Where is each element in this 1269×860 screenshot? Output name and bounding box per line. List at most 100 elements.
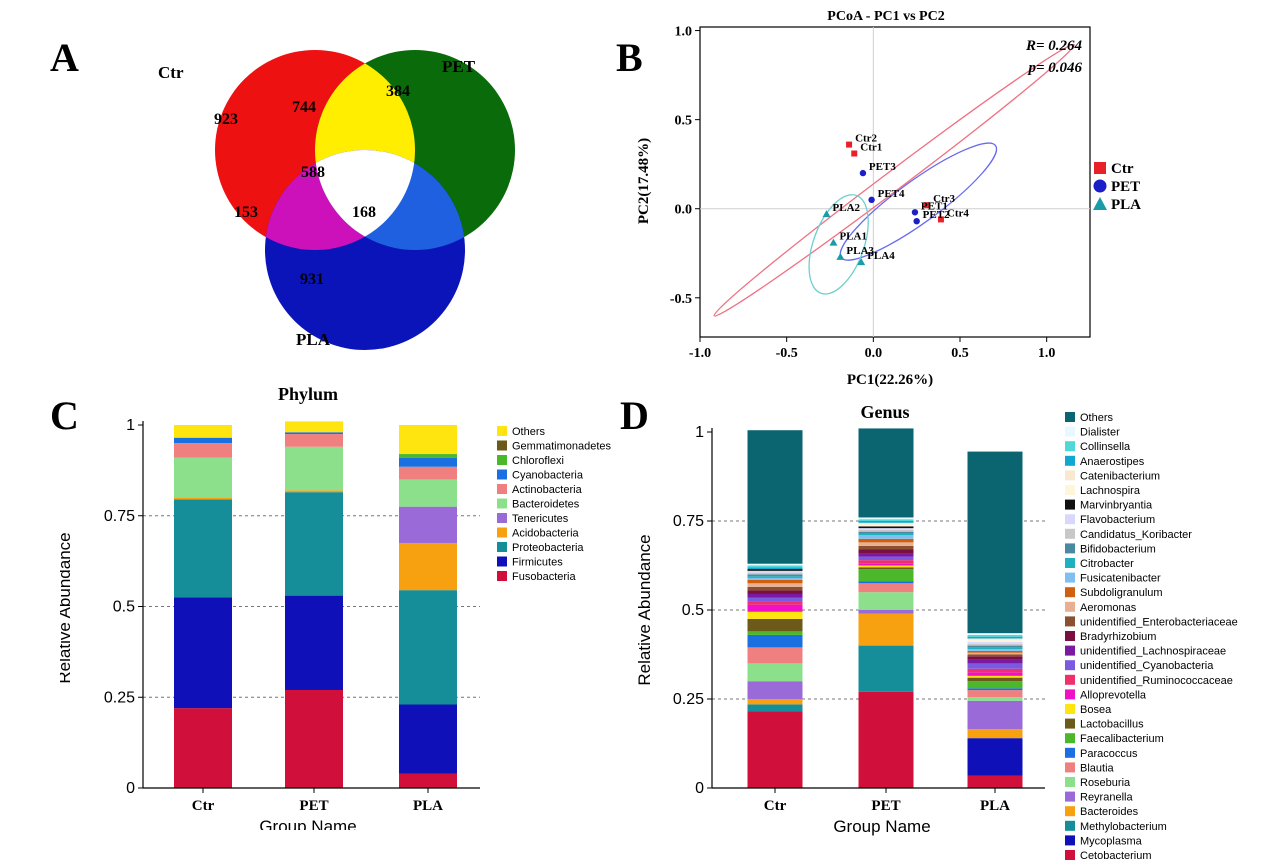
- genus-bar-ctr-marvinbryantia: [747, 569, 803, 571]
- pcoa-x-tick-label: 1.0: [1038, 346, 1056, 361]
- genus-bar-pla-flavobacterium: [967, 642, 1023, 644]
- genus-bar-pet-faecalibacterium: [858, 569, 914, 582]
- genus-bar-pla-candidatus-koribacter: [967, 643, 1023, 646]
- genus-bar-pet-collinsella: [858, 519, 914, 521]
- phylum-bar-pla-actinobacteria: [399, 466, 457, 480]
- venn-value-ctr-pla: 153: [234, 204, 258, 221]
- genus-bar-ctr-methylobacterium: [747, 704, 803, 712]
- phylum-bar-pet-proteobacteria: [285, 492, 343, 596]
- genus-legend-label-aeromonas: Aeromonas: [1080, 602, 1137, 614]
- genus-bar-ctr-bosea: [747, 611, 803, 619]
- genus-bar-pla-catenibacterium: [967, 638, 1023, 641]
- genus-bar-pla-anaerostipes: [967, 636, 1023, 639]
- phylum-bar-pet-actinobacteria: [285, 434, 343, 447]
- genus-bar-ctr-aeromonas: [747, 583, 803, 587]
- genus-bar-pla-subdoligranulum: [967, 650, 1023, 653]
- pcoa-y-tick-label: -0.5: [670, 292, 692, 307]
- venn-label-ctr: Ctr: [158, 63, 184, 82]
- phylum-legend-swatch-acidobacteria: [497, 527, 507, 538]
- genus-legend-swatch-bosea: [1065, 704, 1075, 714]
- genus-bar-pet-unidentified-lachnospiraceae: [858, 553, 914, 557]
- phylum-legend-swatch-tenericutes: [497, 513, 507, 523]
- phylum-bar-pet-firmicutes: [285, 595, 343, 690]
- genus-bar-pet-bradyrhizobium: [858, 549, 914, 554]
- genus-legend-label-anaerostipes: Anaerostipes: [1080, 456, 1145, 468]
- phylum-legend-swatch-bacteroidetes: [497, 498, 507, 509]
- pcoa-x-axis-label: PC1(22.26%): [847, 372, 933, 388]
- genus-y-axis-label: Relative Abundance: [635, 534, 654, 685]
- genus-legend-swatch-candidatus-koribacter: [1065, 528, 1075, 539]
- genus-legend-label-unidentified-enterobacteriaceae: unidentified_Enterobacteriaceae: [1080, 616, 1238, 628]
- phylum-legend-label-fusobacteria: Fusobacteria: [512, 571, 576, 583]
- genus-bar-ctr-faecalibacterium: [747, 631, 803, 635]
- genus-bar-ctr-flavobacterium: [747, 570, 803, 573]
- pcoa-point-pla3-label: PLA3: [846, 245, 874, 257]
- pcoa-legend-pla-label: PLA: [1111, 197, 1141, 213]
- venn-value-pet-only: 384: [386, 83, 410, 100]
- pcoa-y-tick-label: 0.0: [675, 203, 693, 218]
- genus-bar-pet-subdoligranulum: [858, 538, 914, 543]
- phylum-legend-swatch-chloroflexi: [497, 455, 507, 465]
- genus-legend-label-roseburia: Roseburia: [1080, 777, 1131, 789]
- genus-bar-pet-catenibacterium: [858, 522, 914, 525]
- genus-legend-swatch-anaerostipes: [1065, 455, 1075, 466]
- genus-legend-label-citrobacter: Citrobacter: [1080, 558, 1134, 570]
- genus-bar-pet-blautia: [858, 583, 914, 593]
- genus-bar-pla-blautia: [967, 690, 1023, 698]
- pcoa-point-ctr2-label: Ctr2: [855, 133, 877, 145]
- phylum-x-tick-label: PET: [299, 798, 328, 814]
- genus-legend-swatch-faecalibacterium: [1065, 733, 1075, 744]
- panel-label-c: C: [50, 393, 79, 438]
- venn-value-ctr-pet: 744: [292, 99, 316, 116]
- genus-legend-swatch-marvinbryantia: [1065, 499, 1075, 510]
- genus-title: Genus: [860, 402, 909, 422]
- genus-legend-label-bacteroides: Bacteroides: [1080, 806, 1139, 818]
- pcoa-legend-ctr-label: Ctr: [1111, 161, 1134, 177]
- panel-label-a: A: [50, 35, 79, 80]
- genus-bar-pla-reyranella: [967, 700, 1023, 730]
- phylum-bar-pla-others: [399, 425, 457, 455]
- phylum-y-tick-label: 1: [126, 417, 135, 434]
- pcoa-point-pet2-label: PET2: [923, 209, 950, 221]
- pcoa-point-ctr4-label: Ctr4: [947, 207, 969, 219]
- pcoa-ellipse-pla: [808, 194, 869, 295]
- genus-legend-swatch-reyranella: [1065, 791, 1075, 802]
- genus-bar-pla-bosea: [967, 675, 1023, 678]
- pcoa-point-pla4: [857, 258, 866, 266]
- genus-legend-label-mycoplasma: Mycoplasma: [1080, 835, 1143, 847]
- phylum-y-tick-label: 0.25: [104, 689, 135, 706]
- pcoa-point-pla1-label: PLA1: [839, 231, 867, 243]
- phylum-legend-label-proteobacteria: Proteobacteria: [512, 542, 584, 554]
- genus-bar-pet-dialister: [858, 517, 914, 520]
- venn-label-pla: PLA: [296, 330, 331, 349]
- genus-bar-pla-roseburia: [967, 697, 1023, 701]
- genus-legend-swatch-unidentified-lachnospiraceae: [1065, 645, 1075, 656]
- phylum-bar-ctr-proteobacteria: [174, 499, 232, 598]
- genus-legend-label-candidatus-koribacter: Candidatus_Koribacter: [1080, 529, 1192, 541]
- genus-bar-pet-candidatus-koribacter: [858, 529, 914, 532]
- phylum-bar-pet-others: [285, 421, 343, 433]
- pcoa-point-pla2: [822, 210, 831, 218]
- phylum-legend-label-bacteroidetes: Bacteroidetes: [512, 499, 580, 511]
- pcoa-point-ctr2: [846, 141, 853, 148]
- pcoa-point-pla1: [829, 238, 838, 246]
- genus-bar-pet-methylobacterium: [858, 645, 914, 692]
- pcoa-p-stat: p= 0.046: [1026, 60, 1082, 76]
- genus-legend-label-collinsella: Collinsella: [1080, 441, 1131, 453]
- phylum-x-tick-label: PLA: [413, 798, 443, 814]
- venn-diagram: Ctr PET PLA 923 384 931 744 153 168 588: [158, 50, 515, 350]
- venn-ctr-pla-region: [265, 150, 415, 250]
- genus-y-tick-label: 1: [695, 424, 704, 441]
- genus-legend-label-marvinbryantia: Marvinbryantia: [1080, 500, 1153, 512]
- genus-bar-pet-alloprevotella: [858, 563, 914, 566]
- phylum-legend-swatch-others: [497, 426, 507, 436]
- genus-legend-swatch-unidentified-enterobacteriaceae: [1065, 616, 1075, 627]
- pcoa-point-pet1: [911, 209, 919, 216]
- genus-bar-ctr-unidentified-ruminococcaceae: [747, 601, 803, 605]
- genus-bar-pet-others: [858, 428, 914, 518]
- genus-bar-pet-bosea: [858, 565, 914, 568]
- phylum-bar-pla-tenericutes: [399, 506, 457, 543]
- genus-bar-pet-marvinbryantia: [858, 526, 914, 529]
- pcoa-y-axis-label: PC2(17.48%): [636, 138, 652, 224]
- pcoa-point-pet4-label: PET4: [878, 188, 905, 200]
